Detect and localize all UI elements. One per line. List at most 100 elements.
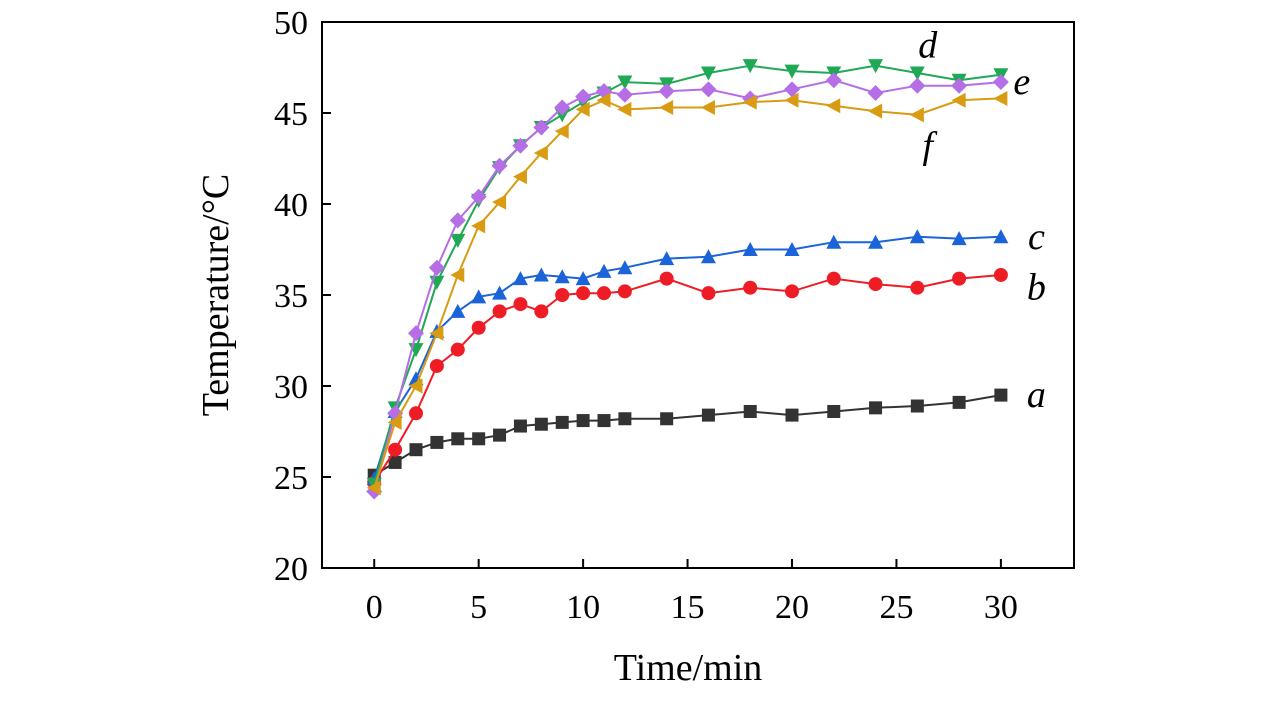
series-d-point bbox=[617, 75, 633, 90]
series-d-point bbox=[700, 66, 716, 81]
series-a-point bbox=[388, 455, 402, 469]
y-tick-label-20: 20 bbox=[274, 551, 308, 588]
series-b-point bbox=[597, 286, 611, 301]
series-d-point bbox=[742, 59, 758, 74]
curve-label-c: c bbox=[1028, 216, 1045, 258]
series-f-point bbox=[617, 101, 632, 117]
series-c-point bbox=[784, 242, 800, 256]
series-c-point bbox=[659, 251, 675, 266]
series-c-point bbox=[742, 242, 758, 256]
series-c-point bbox=[909, 229, 925, 244]
series-f-point bbox=[993, 90, 1008, 106]
series-b-point bbox=[409, 406, 423, 421]
series-a-point bbox=[910, 399, 924, 413]
series-b-point bbox=[826, 271, 841, 286]
series-f-point bbox=[471, 218, 486, 234]
series-a-point bbox=[472, 432, 486, 446]
series-e-point bbox=[470, 188, 487, 205]
series-e-point bbox=[512, 137, 529, 154]
series-f-point bbox=[742, 94, 757, 110]
series-c-point bbox=[554, 269, 570, 284]
series-a-point bbox=[409, 443, 423, 457]
series-c-point bbox=[700, 249, 716, 264]
curve-label-d: d bbox=[918, 25, 938, 67]
series-b bbox=[367, 267, 1008, 490]
series-b-point bbox=[513, 297, 528, 312]
series-f-point bbox=[429, 325, 444, 341]
series-e-point bbox=[825, 72, 842, 89]
series-b-point bbox=[492, 304, 507, 319]
series-e-line bbox=[373, 79, 1001, 492]
series-e-point bbox=[951, 77, 968, 94]
axes: 0 5 10 15 20 25 30 20 25 30 35 40 45 50 Time/min Temper… bbox=[195, 5, 1075, 689]
series-a-point bbox=[576, 414, 590, 428]
series-f-point bbox=[951, 92, 966, 108]
series-b-point bbox=[701, 286, 716, 301]
y-axis-title: Temperature/°C bbox=[195, 174, 237, 417]
series-f bbox=[366, 90, 1008, 496]
series-f-point bbox=[909, 107, 924, 123]
series-e-point bbox=[784, 81, 800, 98]
series-c bbox=[366, 229, 1009, 486]
series-c-point bbox=[492, 285, 508, 300]
series-f-point bbox=[575, 101, 590, 117]
series-b-point bbox=[617, 284, 632, 299]
series-e-point bbox=[408, 325, 424, 342]
series-f-point bbox=[826, 98, 841, 114]
series-f-point bbox=[554, 123, 569, 139]
series-e-point bbox=[616, 86, 633, 103]
series-b-point bbox=[555, 288, 570, 302]
series-f-point bbox=[533, 145, 548, 161]
series-c-point bbox=[596, 263, 612, 278]
series-f-point bbox=[700, 100, 715, 116]
series-b-point bbox=[910, 280, 925, 295]
series-d-line bbox=[373, 64, 1002, 485]
series-f-line bbox=[373, 97, 1001, 489]
series-d-point bbox=[450, 233, 466, 248]
series-f-point bbox=[450, 267, 465, 283]
series-f-point bbox=[366, 480, 381, 496]
series-b-point bbox=[952, 271, 967, 286]
y-tick-label-40: 40 bbox=[274, 187, 308, 224]
series-a-point bbox=[827, 404, 841, 418]
series-d-point bbox=[784, 64, 800, 79]
x-tick-label-10: 10 bbox=[566, 589, 600, 626]
series-b-point bbox=[743, 280, 758, 295]
series-a-point bbox=[701, 408, 715, 422]
series-b-point bbox=[785, 284, 799, 299]
series-a-point bbox=[430, 435, 444, 449]
series-f-point bbox=[512, 169, 527, 185]
series-c-line bbox=[373, 235, 1001, 480]
series-b-point bbox=[471, 320, 486, 335]
series-layer bbox=[366, 59, 1009, 500]
series-a bbox=[367, 388, 1008, 482]
series-a-point bbox=[451, 432, 465, 446]
series-e-point bbox=[992, 74, 1009, 91]
series-c-point bbox=[471, 289, 487, 304]
series-a-point bbox=[618, 412, 632, 426]
series-e-point bbox=[491, 157, 508, 174]
series-e-point bbox=[554, 99, 571, 116]
series-b-point bbox=[450, 342, 465, 357]
series-f-point bbox=[784, 92, 799, 108]
series-d-point bbox=[909, 66, 925, 81]
series-a-point bbox=[660, 412, 674, 426]
series-e-point bbox=[575, 88, 592, 105]
curve-label-b: b bbox=[1027, 267, 1046, 309]
series-f-point bbox=[408, 378, 423, 394]
series-c-point bbox=[993, 229, 1009, 244]
y-tick-label-50: 50 bbox=[274, 5, 308, 42]
y-tick-label-35: 35 bbox=[274, 278, 308, 315]
series-a-point bbox=[493, 428, 507, 442]
series-c-point bbox=[575, 271, 591, 286]
x-axis-title: Time/min bbox=[614, 647, 763, 689]
x-tick-label-30: 30 bbox=[984, 589, 1018, 626]
series-b-point bbox=[659, 271, 674, 286]
curve-label-a: a bbox=[1027, 374, 1046, 416]
series-f-point bbox=[659, 100, 674, 116]
series-b-point bbox=[388, 442, 403, 457]
series-c-point bbox=[951, 231, 967, 246]
series-a-point bbox=[994, 388, 1008, 402]
